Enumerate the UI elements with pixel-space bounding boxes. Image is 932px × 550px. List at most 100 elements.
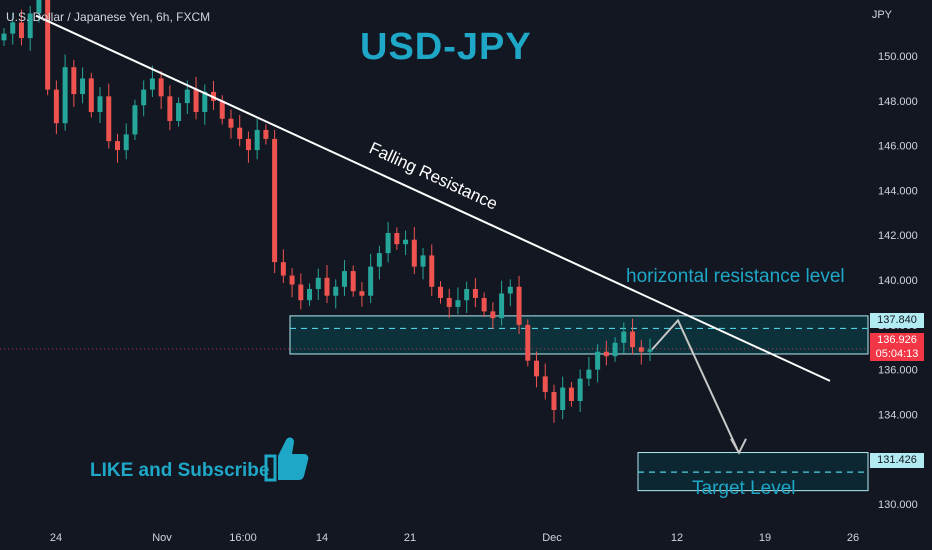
candle-body xyxy=(324,277,330,296)
candle-body xyxy=(403,239,409,245)
y-tick-label: 144.000 xyxy=(878,185,918,197)
candle-body xyxy=(481,297,487,312)
candle-body xyxy=(455,300,461,307)
candle-body xyxy=(542,376,548,393)
y-tick-label: 140.000 xyxy=(878,275,918,287)
chart-main-title: USD-JPY xyxy=(360,26,532,68)
falling-resistance-line xyxy=(35,14,831,382)
candle-body xyxy=(141,89,147,106)
candle-body xyxy=(516,286,522,325)
candle-body xyxy=(315,277,321,290)
candle-body xyxy=(350,271,356,292)
x-tick-label: 24 xyxy=(50,532,62,544)
candle-body xyxy=(123,134,129,151)
x-tick-label: 21 xyxy=(404,532,416,544)
candle-body xyxy=(245,138,251,151)
candle-body xyxy=(499,293,505,319)
candle-body xyxy=(490,311,496,319)
candle-body xyxy=(638,347,644,352)
y-tick-label: 148.000 xyxy=(878,96,918,108)
candle-body xyxy=(202,91,208,113)
candle-body xyxy=(10,22,16,34)
x-tick-label: 14 xyxy=(316,532,328,544)
y-tick-label: 134.000 xyxy=(878,409,918,421)
horizontal-resistance-label: horizontal resistance level xyxy=(626,266,845,287)
candle-body xyxy=(132,105,138,135)
candle-body xyxy=(254,129,260,151)
candle-body xyxy=(333,286,339,296)
projection-arrow-line xyxy=(651,318,738,450)
candle-body xyxy=(359,291,365,296)
candle-body xyxy=(376,253,382,267)
candle-body xyxy=(36,0,42,14)
x-tick-label: 16:00 xyxy=(229,532,257,544)
candle-body xyxy=(97,96,103,113)
candle-body xyxy=(603,351,609,357)
candle-body xyxy=(88,78,94,113)
x-tick-label: 19 xyxy=(759,532,771,544)
candle-body xyxy=(621,331,627,343)
candle-body xyxy=(53,89,59,124)
y-tick-label: 136.000 xyxy=(878,365,918,377)
candle-body xyxy=(534,360,540,377)
candle-body xyxy=(577,378,583,402)
candle-body xyxy=(114,141,120,151)
candle-body xyxy=(263,129,269,139)
candle-body xyxy=(158,78,164,97)
candle-body xyxy=(176,103,182,121)
candle-body xyxy=(446,297,452,307)
y-tick-label: 146.000 xyxy=(878,141,918,153)
y-tick-label: 130.000 xyxy=(878,499,918,511)
candle-body xyxy=(289,275,295,285)
x-tick-label: 12 xyxy=(671,532,683,544)
candle-body xyxy=(27,13,33,39)
candle-body xyxy=(385,232,391,254)
candle-body xyxy=(368,266,374,296)
candle-body xyxy=(184,89,190,104)
candle-body xyxy=(507,286,513,294)
candle-body xyxy=(630,331,636,348)
projection-arrow-head xyxy=(730,438,747,455)
target-price-tag: 131.426 xyxy=(870,453,924,468)
candle-body xyxy=(394,232,400,245)
candle-body xyxy=(280,262,286,276)
candle-body xyxy=(472,289,478,298)
candle-body xyxy=(411,239,417,267)
candle-body xyxy=(149,78,155,90)
candle-body xyxy=(237,127,243,139)
candle-body xyxy=(193,89,199,113)
candle-body xyxy=(167,96,173,121)
candle-body xyxy=(62,67,68,124)
last-price-tag: 136.926 xyxy=(870,333,924,347)
candle-body xyxy=(106,96,112,142)
candle-body xyxy=(429,255,435,287)
resistance-price-tag: 137.840 xyxy=(870,313,924,328)
like-subscribe-text: LIKE and Subscribe xyxy=(90,460,270,481)
candle-body xyxy=(437,286,443,298)
currency-label: JPY xyxy=(871,9,892,21)
countdown-tag: 05:04:13 xyxy=(870,347,924,361)
candle-body xyxy=(298,284,304,301)
candle-body xyxy=(525,324,531,361)
candle-body xyxy=(272,138,278,263)
candle-body xyxy=(341,271,347,287)
candle-body xyxy=(551,392,557,410)
candle-body xyxy=(568,387,574,402)
y-tick-label: 150.000 xyxy=(878,51,918,63)
x-tick-label: Nov xyxy=(152,532,172,544)
x-tick-label: Dec xyxy=(542,532,562,544)
candle-body xyxy=(80,78,86,95)
candle-body xyxy=(307,289,313,301)
candle-body xyxy=(45,0,51,90)
candle-body xyxy=(219,100,225,119)
candle-body xyxy=(1,33,7,41)
resistance-zone xyxy=(289,315,869,355)
candle-body xyxy=(586,369,592,379)
target-level-label: Target Level xyxy=(692,478,796,499)
candle-body xyxy=(560,387,566,410)
candle-body xyxy=(464,289,470,301)
symbol-title: U.S. Dollar / Japanese Yen, 6h, FXCM xyxy=(6,10,211,24)
candle-body xyxy=(228,118,234,128)
